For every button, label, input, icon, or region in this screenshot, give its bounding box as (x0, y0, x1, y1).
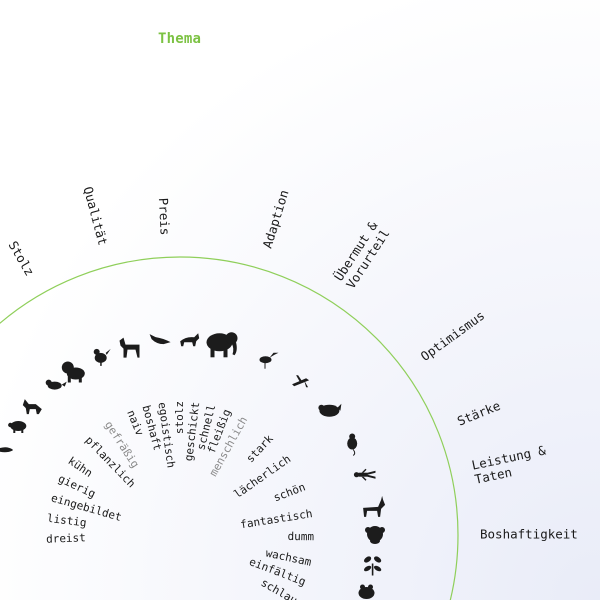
monkey-icon (365, 526, 385, 544)
adjective-label-listig: listig (46, 512, 87, 530)
fox-icon (22, 399, 42, 415)
dog-icon (119, 337, 140, 358)
heading-thema: Thema (158, 31, 202, 47)
lion-icon (61, 361, 85, 383)
adjective-label-fantastisch: fantastisch (239, 507, 313, 531)
pig-icon (8, 421, 27, 433)
theme-label-stolz: Stolz (6, 238, 38, 278)
donkey-icon (363, 495, 386, 517)
adjective-text: fantastisch (239, 507, 313, 531)
theme-label-text: Leistung &Taten (470, 442, 550, 486)
theme-label-adaption: Adaption (260, 188, 292, 250)
theme-label-text: Optimismus (418, 308, 488, 364)
animal-icons-layer (0, 332, 386, 599)
lizard-icon (0, 447, 13, 453)
adjective-label-stolz: stolz (173, 401, 186, 434)
theme-ring (0, 256, 459, 600)
theme-label-text: Preis (156, 197, 173, 235)
adjective-text: dumm (287, 530, 314, 543)
elephant-icon (206, 332, 238, 358)
frog-icon (358, 584, 375, 599)
cat-icon (180, 333, 200, 347)
man-icon (353, 468, 376, 481)
theme-label-text: Stärke (455, 398, 502, 429)
mole-icon (318, 403, 342, 417)
theme-label-text: Adaption (260, 188, 292, 250)
theme-label-optimismus: Optimismus (418, 308, 488, 364)
adjective-label-dreist: dreist (46, 531, 86, 545)
adjective-text: schön (272, 480, 308, 504)
bird-icon (45, 379, 67, 390)
adjective-text: listig (46, 512, 87, 530)
theme-label-staerke: Stärke (455, 398, 502, 429)
theme-label-text: Qualität (81, 185, 111, 247)
stork-icon (259, 352, 279, 369)
rooster-icon (93, 348, 111, 366)
theme-label-uebermut-und-vorurteil: Übermut &Vorurteil (330, 217, 393, 291)
adjective-labels-layer: naivboshaftegoistischstolzgeschicktschne… (46, 401, 315, 600)
theme-label-leistung-und-taten: Leistung &Taten (470, 442, 550, 486)
theme-label-qualitaet: Qualität (81, 185, 111, 247)
adjective-text: dreist (46, 531, 86, 545)
theme-label-text: Stolz (6, 238, 38, 278)
adjective-label-schoen: schön (272, 480, 308, 504)
theme-label-boshaftigkeit: Boshaftigkeit (480, 527, 578, 542)
theme-label-text: Boshaftigkeit (480, 527, 578, 542)
mouse-icon (347, 433, 358, 456)
swallow-icon (149, 334, 171, 345)
adjective-text: stolz (173, 401, 186, 434)
theme-label-text: Übermut &Vorurteil (330, 217, 393, 291)
grasshopper-icon (292, 375, 310, 388)
theme-label-preis: Preis (156, 197, 173, 235)
plant-icon (363, 556, 382, 576)
adjective-label-stark: stark (244, 432, 276, 465)
adjective-text: stark (244, 432, 276, 465)
adjective-label-dumm: dumm (287, 530, 314, 543)
